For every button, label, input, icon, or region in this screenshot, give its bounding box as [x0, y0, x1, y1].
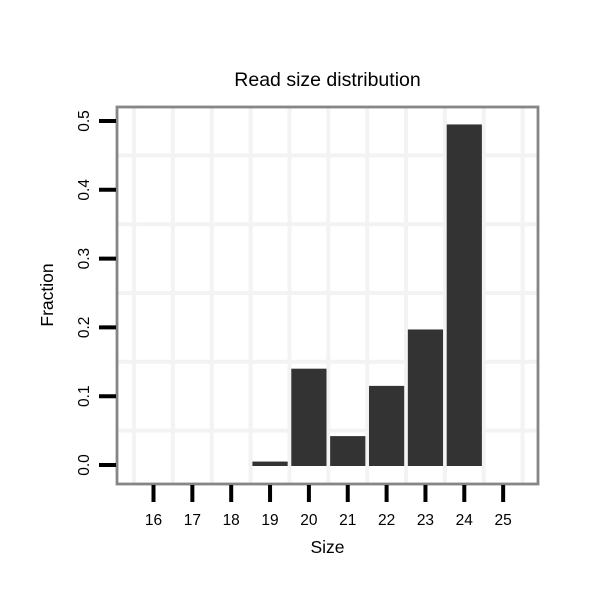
x-tick-label-16: 16: [145, 512, 162, 529]
x-axis-title: Size: [310, 537, 345, 557]
x-tick-label-17: 17: [184, 512, 201, 529]
x-tick-label-23: 23: [417, 512, 434, 529]
y-tick-label-0.0: 0.0: [76, 454, 93, 476]
y-tick-label-0.1: 0.1: [76, 385, 93, 407]
bar-size-19: [252, 461, 288, 466]
bar-size-21: [330, 436, 366, 466]
y-tick-label-0.4: 0.4: [76, 179, 93, 201]
x-tick-label-22: 22: [378, 512, 395, 529]
chart-title: Read size distribution: [234, 69, 421, 91]
y-tick-label-0.3: 0.3: [76, 248, 93, 270]
bar-size-24: [446, 124, 482, 466]
y-tick-label-0.2: 0.2: [76, 317, 93, 339]
panel-border: [115, 105, 540, 486]
x-tick-label-25: 25: [495, 512, 512, 529]
y-axis-title: Fraction: [37, 263, 57, 327]
x-tick-label-21: 21: [339, 512, 356, 529]
x-tick-label-18: 18: [223, 512, 240, 529]
x-tick-label-24: 24: [456, 512, 474, 529]
bar-size-22: [369, 385, 405, 466]
y-tick-label-0.5: 0.5: [76, 110, 93, 132]
x-tick-label-20: 20: [300, 512, 318, 529]
bar-size-20: [291, 368, 327, 466]
bar-size-23: [407, 329, 444, 466]
x-tick-label-19: 19: [261, 512, 278, 529]
